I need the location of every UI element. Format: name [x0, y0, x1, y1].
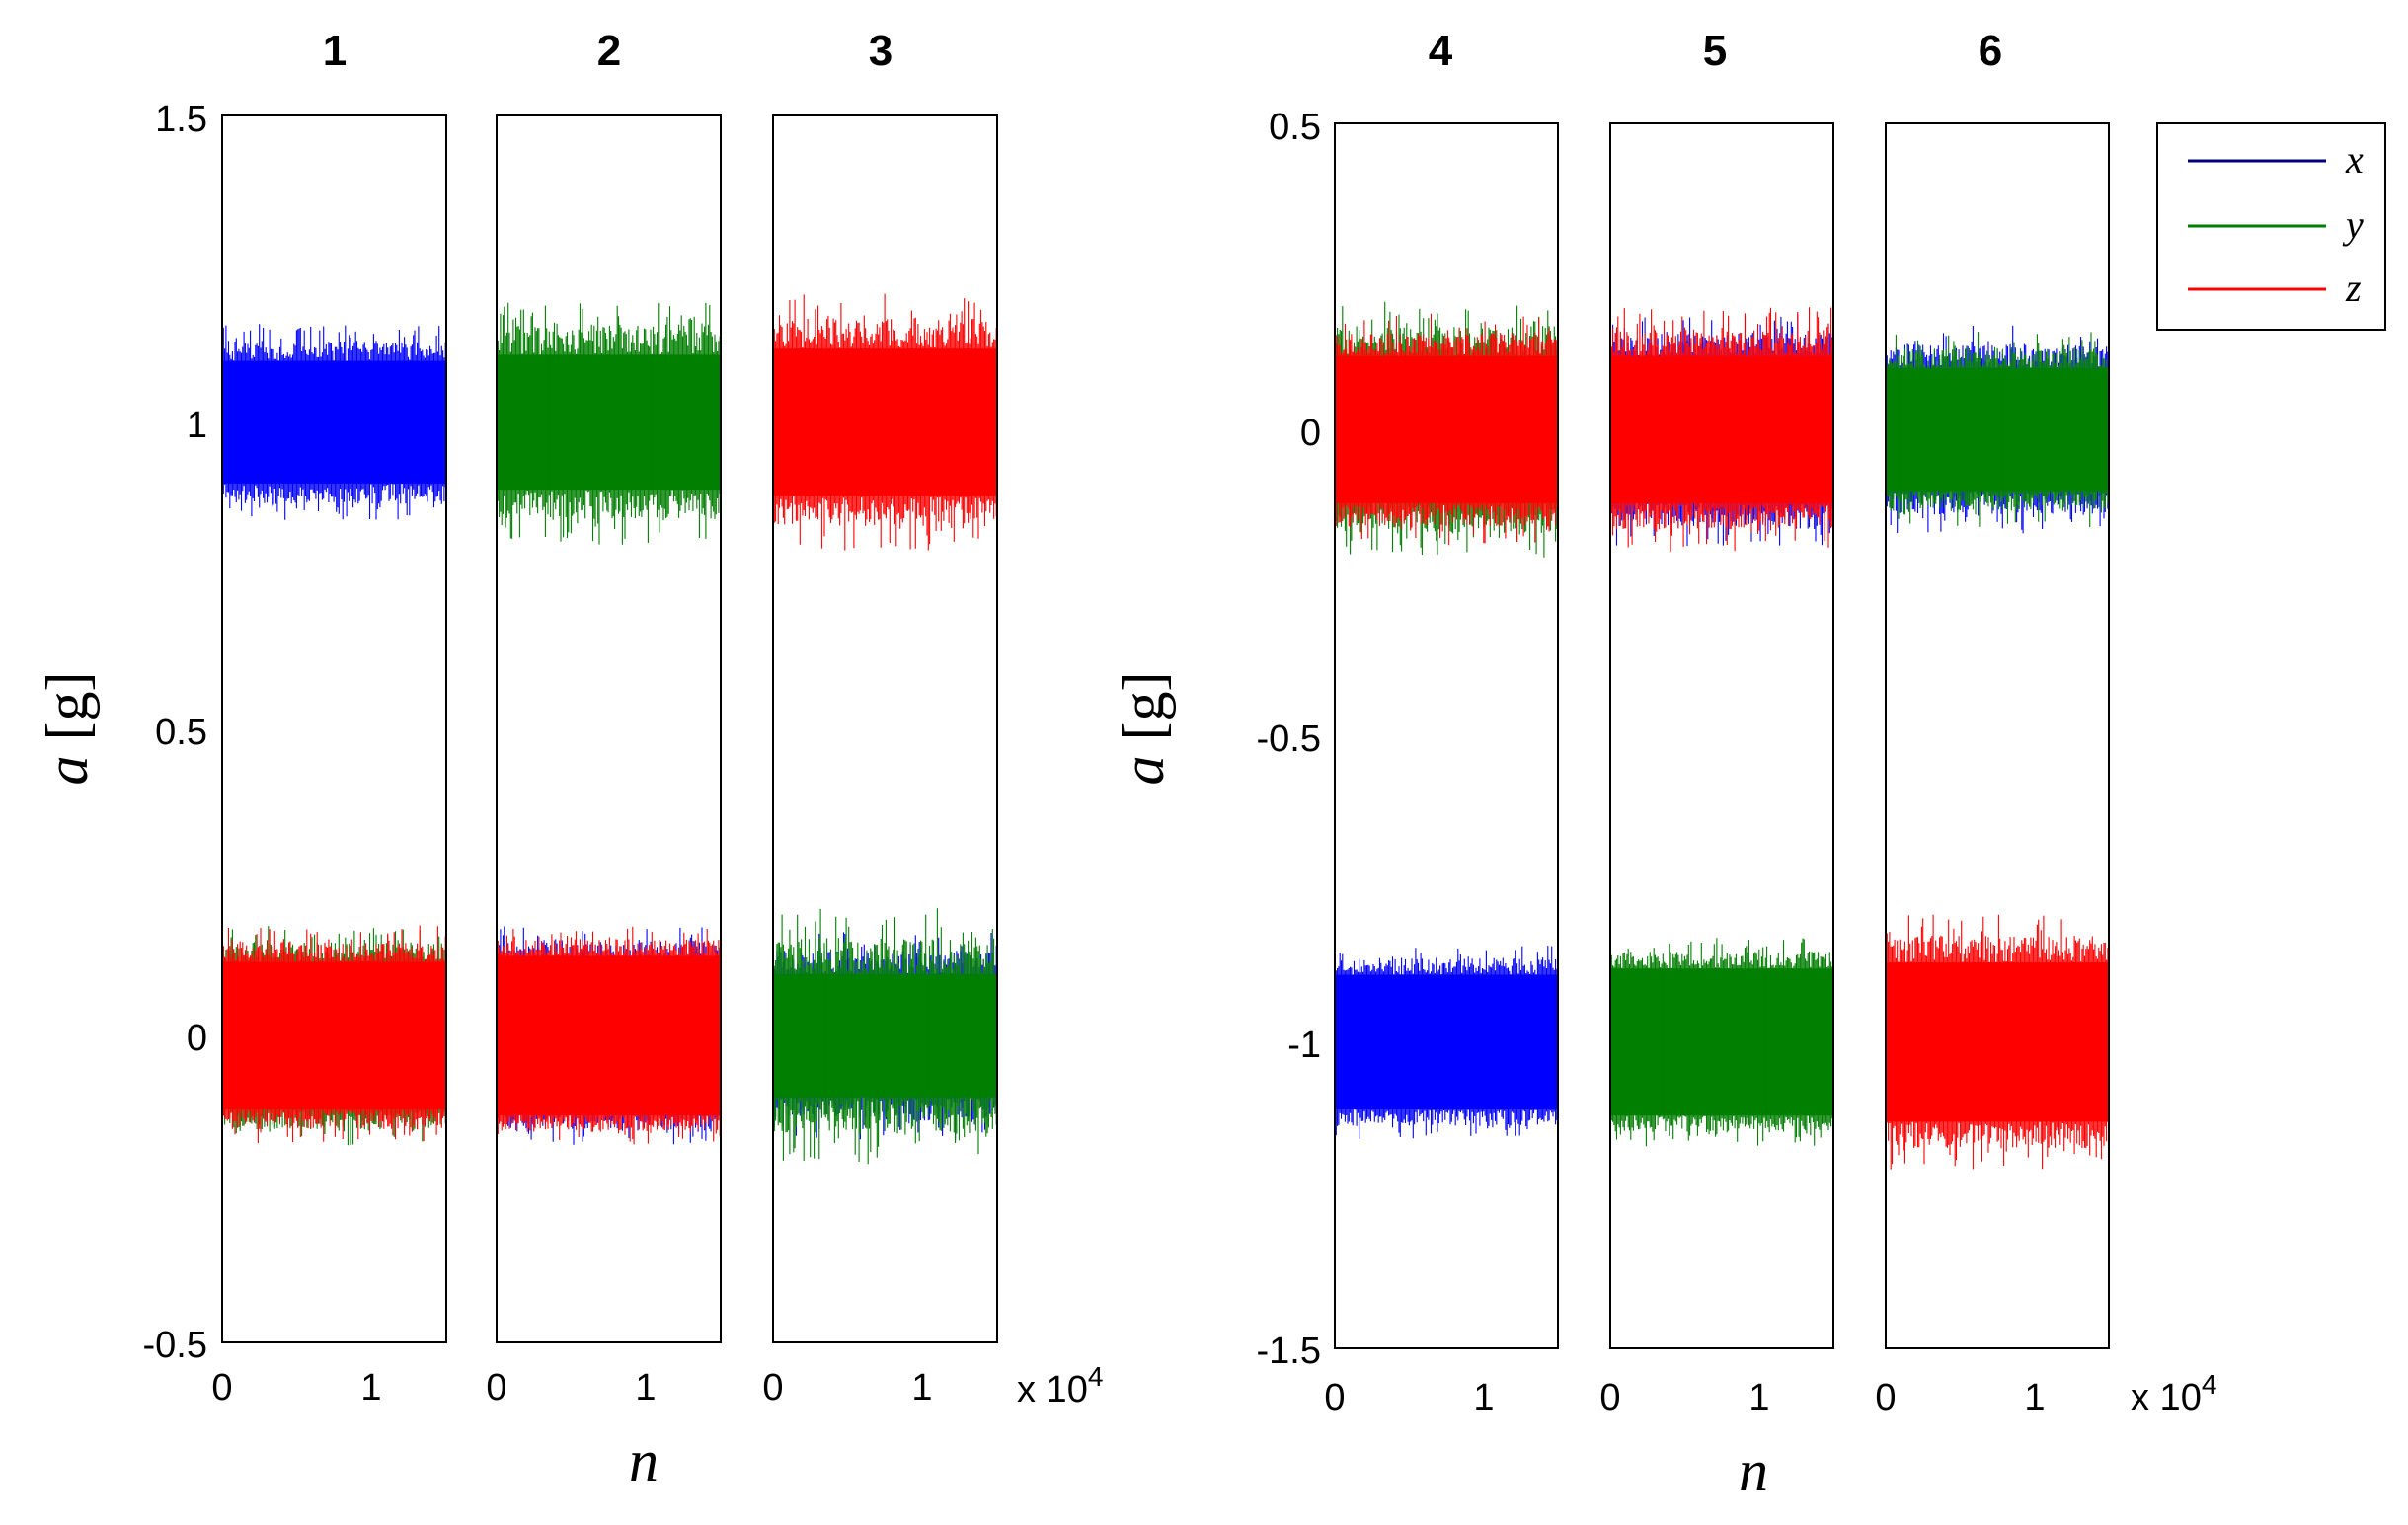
y-tick-label: -0.5	[1257, 719, 1321, 760]
x-tick-label: 1	[2024, 1377, 2045, 1418]
series-z-trace	[496, 926, 721, 1145]
panel-plot-area	[1609, 307, 1833, 1147]
series-x-noise	[221, 324, 446, 520]
y-axis-label-a: a [g]	[35, 672, 100, 786]
y-axis-label-b: a [g]	[1111, 672, 1176, 786]
x-tick-label: 0	[1324, 1377, 1345, 1418]
x-axis-label-b: n	[1739, 1438, 1768, 1503]
series-z-trace	[1609, 307, 1833, 552]
x-tick-label: 0	[211, 1367, 232, 1409]
panel-plot-area	[1885, 325, 2109, 1170]
axes-frame	[772, 114, 998, 1343]
series-z-trace	[1334, 313, 1558, 546]
series-y-trace	[772, 908, 997, 1165]
x-scale-multiplier: x 104	[2131, 1369, 2216, 1418]
y-tick-label: -1.5	[1257, 1331, 1321, 1372]
y-tick-label: -0.5	[143, 1325, 207, 1366]
x-tick-label: 0	[1875, 1377, 1896, 1418]
axes-frame	[1885, 122, 2110, 1349]
panel-plot-area	[221, 324, 446, 1146]
panel-title: 4	[1429, 27, 1453, 75]
series-y-trace	[1885, 332, 2109, 527]
panel-title: 5	[1703, 27, 1727, 75]
series-y-noise	[496, 302, 721, 545]
series-x-trace	[1334, 946, 1558, 1139]
chart-group-b: a [g] 0.5 0 -0.5 -1 -1.5 4 0 1 5 0 1 6 0	[1111, 27, 2216, 1503]
legend: x y z	[2156, 122, 2386, 331]
x-tick-label: 1	[635, 1367, 656, 1409]
legend-label-x: x	[2345, 137, 2364, 182]
x-tick-label: 1	[360, 1367, 381, 1409]
y-tick-label: -1	[1287, 1025, 1321, 1066]
legend-entry-y: y	[2188, 202, 2364, 247]
y-tick-label: 0.5	[1269, 107, 1321, 148]
x-scale-multiplier: x 104	[1017, 1361, 1103, 1411]
x-axis-label-a: n	[629, 1428, 659, 1493]
panel-4: 4 0 1	[1324, 27, 1559, 1418]
panel-title: 1	[323, 27, 347, 75]
y-tick-label: 0	[1300, 413, 1321, 454]
panel-plot-area	[496, 302, 721, 1145]
axes-frame	[1609, 122, 1834, 1349]
panel-1: 1 0 1	[211, 27, 447, 1409]
panel-title: 6	[1979, 27, 2002, 75]
panel-5: 5 0 1	[1599, 27, 1834, 1418]
y-tick-label: 1.5	[155, 99, 207, 140]
x-tick-label: 1	[911, 1367, 932, 1409]
panel-2: 2 0 1	[486, 27, 722, 1409]
series-z-trace	[1885, 914, 2109, 1170]
series-z-noise	[496, 926, 721, 1145]
panel-plot-area	[772, 293, 997, 1165]
panel-3: 3 0 1	[762, 27, 998, 1409]
panel-title: 2	[597, 27, 621, 75]
panel-6: 6 0 1	[1875, 27, 2110, 1418]
x-tick-label: 0	[1599, 1377, 1620, 1418]
panel-plot-area	[1334, 301, 1558, 1139]
series-y-noise	[772, 908, 997, 1165]
chart-group-a: a [g] 1.5 1 0.5 0 -0.5 1 0 1 2 0 1 3 0 1	[35, 27, 1103, 1493]
x-tick-label: 1	[1748, 1377, 1769, 1418]
y-tick-label: 1	[187, 405, 207, 446]
series-y-trace	[1609, 938, 1833, 1147]
legend-label-z: z	[2345, 266, 2362, 310]
axes-frame	[1334, 122, 1559, 1349]
y-tick-label: 0.5	[155, 712, 207, 753]
x-tick-label: 1	[1473, 1377, 1494, 1418]
series-z-noise	[772, 293, 997, 551]
legend-label-y: y	[2342, 202, 2364, 247]
series-x-trace	[221, 324, 446, 520]
axes-frame	[221, 114, 447, 1343]
x-tick-label: 0	[762, 1367, 783, 1409]
legend-entry-z: z	[2188, 266, 2362, 310]
series-z-trace	[772, 293, 997, 551]
panel-title: 3	[869, 27, 893, 75]
series-y-trace	[496, 302, 721, 545]
y-tick-label: 0	[187, 1018, 207, 1059]
x-tick-label: 0	[486, 1367, 506, 1409]
series-z-trace	[221, 925, 446, 1144]
legend-entry-x: x	[2188, 137, 2364, 182]
axes-frame	[496, 114, 722, 1343]
